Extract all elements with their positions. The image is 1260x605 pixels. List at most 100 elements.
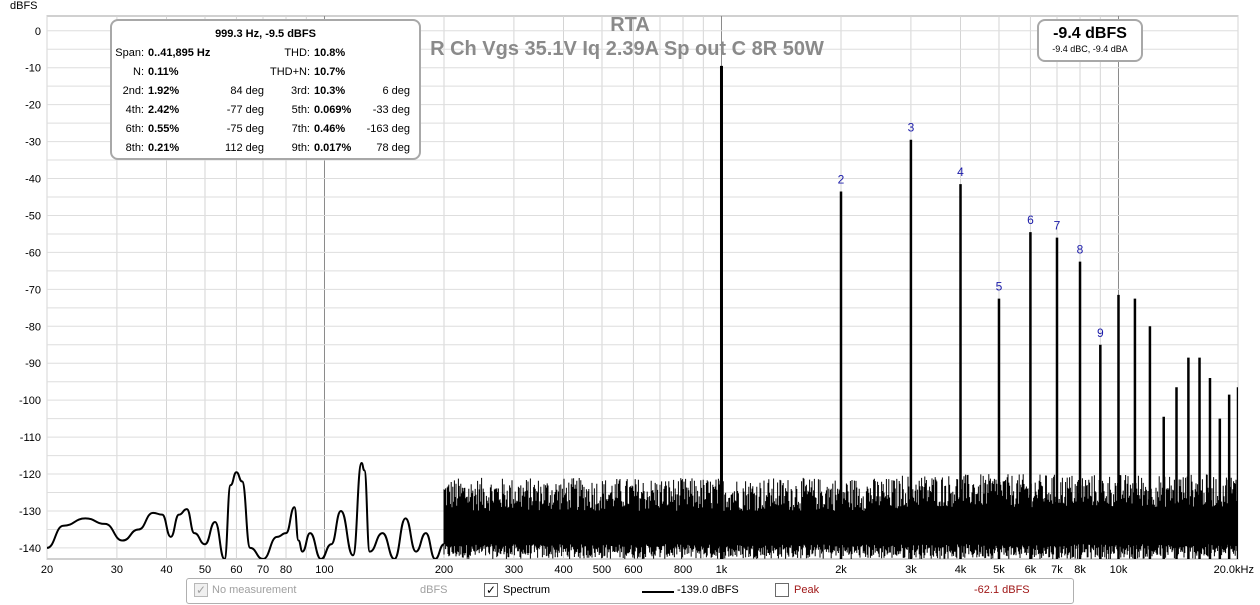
chart-title: RTA bbox=[610, 14, 650, 36]
stat-value: 10.3% bbox=[314, 85, 346, 97]
stat-value: 0..41,895 Hz bbox=[148, 47, 211, 59]
stat-value: 10.8% bbox=[314, 47, 346, 59]
level-main: -9.4 dBFS bbox=[1053, 25, 1127, 42]
stat-value: 10.7% bbox=[314, 66, 346, 78]
stat-phase: 78 deg bbox=[376, 142, 410, 154]
y-tick-label: -90 bbox=[25, 358, 41, 370]
x-tick-label: 600 bbox=[624, 564, 642, 576]
harmonic-marker: 2 bbox=[838, 172, 845, 186]
y-tick-label: -110 bbox=[20, 432, 41, 444]
plot-area bbox=[47, 65, 1238, 559]
x-tick-label: 80 bbox=[280, 564, 292, 576]
stat-phase: -163 deg bbox=[366, 123, 410, 135]
harmonic-marker: 7 bbox=[1054, 219, 1061, 233]
spectrum-group bbox=[47, 65, 1238, 559]
stat-value: 0.069% bbox=[314, 104, 352, 116]
stat-value: 0.46% bbox=[314, 123, 346, 135]
chart-subtitle: R Ch Vgs 35.1V Iq 2.39A Sp out C 8R 50W bbox=[430, 38, 824, 60]
stat-phase: 6 deg bbox=[382, 85, 410, 97]
x-tick-label: 40 bbox=[160, 564, 172, 576]
level-weighted: -9.4 dBC, -9.4 dBA bbox=[1052, 44, 1128, 54]
harmonic-marker: 4 bbox=[957, 165, 964, 179]
stat-value: 0.11% bbox=[148, 66, 179, 78]
stat-label: 6th: bbox=[125, 123, 144, 135]
low-frequency-curve bbox=[47, 461, 445, 559]
stat-phase: 84 deg bbox=[230, 85, 264, 97]
y-tick-label: -20 bbox=[25, 100, 41, 112]
stat-value: 0.55% bbox=[148, 123, 180, 135]
stat-label: N: bbox=[133, 66, 144, 78]
fundamental-readout: 999.3 Hz, -9.5 dBFS bbox=[215, 28, 316, 40]
harmonic-marker: 5 bbox=[996, 280, 1003, 294]
x-tick-label: 300 bbox=[505, 564, 523, 576]
y-tick-label: -100 bbox=[19, 395, 41, 407]
x-tick-label: 8k bbox=[1074, 564, 1086, 576]
y-tick-label: -70 bbox=[25, 284, 41, 296]
harmonic-marker: 8 bbox=[1077, 243, 1084, 257]
no-measurement-checkbox[interactable]: ✓ bbox=[194, 583, 208, 597]
stat-label: 5th: bbox=[291, 104, 310, 116]
spectrum-value: -139.0 dBFS bbox=[677, 584, 739, 596]
y-tick-label: -30 bbox=[25, 137, 41, 149]
y-tick-label: -50 bbox=[25, 210, 41, 222]
x-tick-label: 20 bbox=[41, 564, 53, 576]
x-tick-label: 30 bbox=[111, 564, 123, 576]
spectrum-checkbox[interactable]: ✓ bbox=[484, 583, 498, 597]
stat-label: 8th: bbox=[125, 142, 144, 154]
y-tick-label: -130 bbox=[19, 506, 41, 518]
x-tick-label: 1k bbox=[716, 564, 728, 576]
harmonic-marker: 9 bbox=[1097, 326, 1104, 340]
harmonic-marker: 3 bbox=[908, 121, 915, 135]
y-tick-label: -120 bbox=[19, 469, 41, 481]
x-tick-label: 10k bbox=[1110, 564, 1128, 576]
level-readout-box[interactable]: -9.4 dBFS -9.4 dBC, -9.4 dBA bbox=[1037, 19, 1143, 62]
x-tick-label: 5k bbox=[993, 564, 1005, 576]
spectrum-line-swatch bbox=[642, 591, 674, 593]
peak-label: Peak bbox=[794, 584, 820, 596]
y-axis-label: dBFS bbox=[10, 0, 38, 12]
stat-phase: 112 deg bbox=[225, 142, 264, 154]
x-tick-label: 4k bbox=[955, 564, 967, 576]
stat-phase: -75 deg bbox=[226, 123, 264, 135]
y-tick-label: -60 bbox=[25, 247, 41, 259]
stat-label: 9th: bbox=[291, 142, 310, 154]
stat-value: 0.017% bbox=[314, 142, 352, 154]
x-tick-label: 500 bbox=[593, 564, 611, 576]
x-tick-label: 100 bbox=[315, 564, 333, 576]
axes: 0 -10 -20 -30 -40 -50 -60 -70 -80 -90 -100 -110 -120… bbox=[10, 0, 1254, 576]
y-tick-label: -140 bbox=[19, 543, 41, 555]
x-tick-label: 20.0kHz bbox=[1214, 564, 1254, 576]
stat-value: 2.42% bbox=[148, 104, 180, 116]
x-tick-label: 60 bbox=[230, 564, 242, 576]
no-measurement-label: No measurement bbox=[212, 584, 297, 596]
x-tick-label: 50 bbox=[199, 564, 211, 576]
peak-checkbox[interactable] bbox=[775, 583, 789, 597]
stat-value: 0.21% bbox=[148, 142, 180, 154]
stat-label: 4th: bbox=[125, 104, 144, 116]
x-tick-label: 200 bbox=[435, 564, 453, 576]
stat-label: Span: bbox=[115, 47, 144, 59]
stat-label: THD: bbox=[284, 47, 310, 59]
stat-label: 2nd: bbox=[122, 85, 144, 97]
stat-value: 1.92% bbox=[148, 85, 180, 97]
spectrum-label: Spectrum bbox=[503, 584, 551, 596]
x-tick-label: 6k bbox=[1025, 564, 1037, 576]
x-tick-label: 800 bbox=[674, 564, 692, 576]
stat-label: 3rd: bbox=[291, 85, 310, 97]
stat-phase: -33 deg bbox=[372, 104, 410, 116]
no-measurement-unit: dBFS bbox=[420, 584, 448, 596]
legend-bar: ✓ No measurement dBFS ✓ Spectrum -139.0 … bbox=[186, 578, 1074, 604]
x-tick-label: 7k bbox=[1051, 564, 1063, 576]
y-tick-label: -80 bbox=[25, 321, 41, 333]
x-tick-label: 70 bbox=[257, 564, 269, 576]
peak-value: -62.1 dBFS bbox=[974, 584, 1030, 596]
y-tick-label: -10 bbox=[25, 63, 41, 75]
distortion-stats-panel[interactable]: 999.3 Hz, -9.5 dBFS Span: 0..41,895 Hz THD… bbox=[110, 19, 421, 160]
stat-phase: -77 deg bbox=[226, 104, 264, 116]
x-tick-label: 400 bbox=[554, 564, 572, 576]
stat-label: 7th: bbox=[291, 123, 310, 135]
harmonic-marker: 6 bbox=[1027, 213, 1034, 227]
stat-label: THD+N: bbox=[269, 66, 310, 78]
x-tick-label: 2k bbox=[835, 564, 847, 576]
y-tick-label: -40 bbox=[25, 174, 41, 186]
